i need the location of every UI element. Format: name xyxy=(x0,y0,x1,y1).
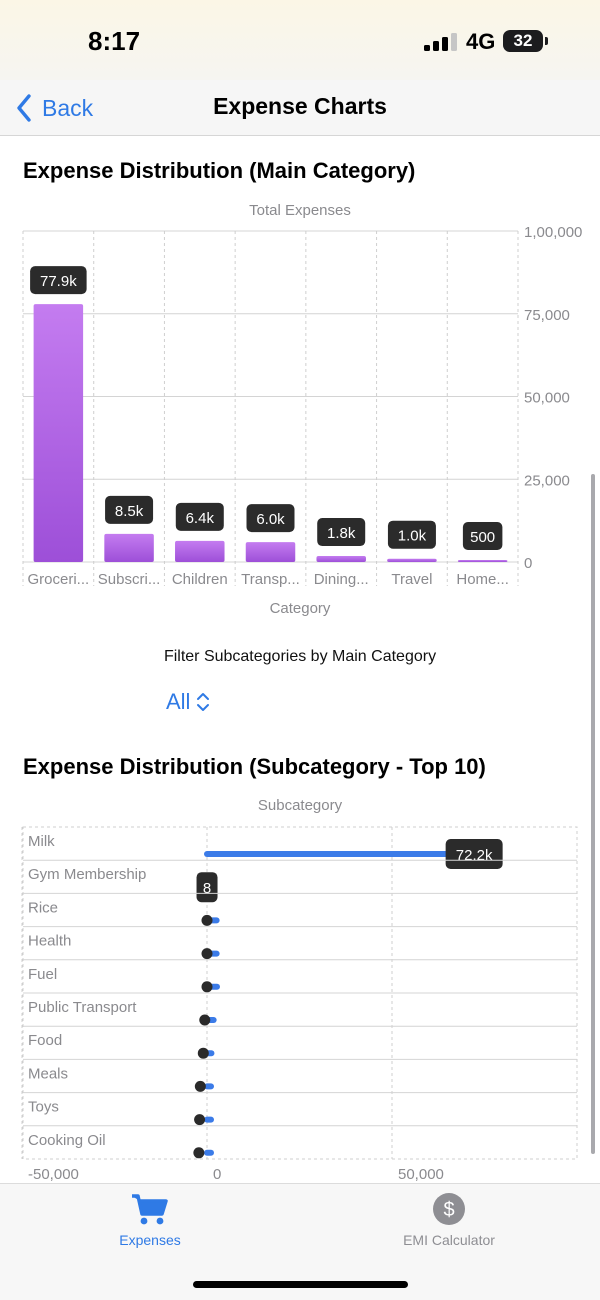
x-tick-label: 0 xyxy=(213,1166,221,1182)
page-title: Expense Charts xyxy=(213,93,387,119)
tab-expenses[interactable]: Expenses xyxy=(70,1192,230,1248)
x-tick-label: Subscri... xyxy=(98,571,161,588)
tab-bar: Expenses $ EMI Calculator xyxy=(0,1183,600,1300)
y-tick-label: 0 xyxy=(524,555,532,572)
data-label: 1.8k xyxy=(327,525,356,542)
chevron-left-icon xyxy=(17,94,31,122)
category-label: Cooking Oil xyxy=(28,1132,106,1149)
y-tick-label: 1,00,000 xyxy=(524,224,582,241)
data-point xyxy=(201,981,213,993)
x-tick-label: -50,000 xyxy=(28,1166,79,1182)
filter-label: Filter Subcategories by Main Category xyxy=(163,648,437,665)
battery-tip xyxy=(545,37,548,45)
category-label: Rice xyxy=(28,899,58,916)
x-tick-label: Travel xyxy=(391,571,432,588)
data-label: 6.4k xyxy=(186,510,215,527)
bar xyxy=(175,540,225,562)
bar xyxy=(104,533,154,562)
svg-text:$: $ xyxy=(443,1199,454,1221)
data-label: 72.2k xyxy=(456,847,493,864)
category-label: Health xyxy=(28,933,71,950)
y-tick-label: 50,000 xyxy=(524,390,570,407)
data-point xyxy=(199,1014,211,1026)
category-label: Meals xyxy=(28,1065,68,1082)
status-bar: 8:17 4G 32 xyxy=(0,0,600,80)
filter-selected-value: All xyxy=(166,689,191,714)
scroll-indicator[interactable] xyxy=(591,474,595,1154)
category-label: Milk xyxy=(28,833,55,850)
data-label: 500 xyxy=(470,529,495,546)
subcategory-chart-title: Expense Distribution (Subcategory - Top … xyxy=(23,754,486,779)
category-label: Food xyxy=(28,1032,62,1049)
cart-icon xyxy=(132,1194,168,1225)
back-button[interactable]: Back xyxy=(16,90,93,126)
tab-emi-calculator-label: EMI Calculator xyxy=(403,1232,495,1248)
category-filter-picker[interactable]: All xyxy=(166,688,210,716)
y-tick-label: 25,000 xyxy=(524,472,570,489)
data-point xyxy=(201,914,213,926)
data-label-bg xyxy=(246,504,295,533)
network-type: 4G xyxy=(466,29,496,54)
category-label: Fuel xyxy=(28,966,57,983)
category-label: Public Transport xyxy=(28,999,137,1016)
navigation-bar: Expense Charts Back xyxy=(0,80,600,136)
data-point xyxy=(194,1080,206,1092)
chevron-up-down-icon xyxy=(197,693,210,711)
data-label-bg xyxy=(175,502,224,531)
data-label: 8 xyxy=(203,880,211,897)
bar xyxy=(457,560,508,562)
data-label: 6.0k xyxy=(256,511,285,528)
home-indicator xyxy=(193,1281,408,1288)
x-tick-label: Children xyxy=(172,571,228,588)
tab-expenses-label: Expenses xyxy=(119,1232,181,1248)
y-tick-label: 75,000 xyxy=(524,307,570,324)
main-category-bar-chart: 0 25,000 50,000 75,000 1,00,000 77.9k Groceri.… xyxy=(22,224,582,588)
tab-emi-calculator[interactable]: $ EMI Calculator xyxy=(369,1192,529,1248)
x-tick-label: Groceri... xyxy=(28,571,90,588)
data-point xyxy=(193,1147,205,1159)
data-label-bg xyxy=(445,839,503,869)
data-point xyxy=(197,1047,209,1059)
data-label-bg xyxy=(196,872,218,903)
main-chart-caption: Total Expenses xyxy=(249,202,351,219)
x-tick-label: Transp... xyxy=(241,571,300,588)
signal-icon xyxy=(424,33,457,51)
bar xyxy=(33,304,84,562)
x-tick-label: Home... xyxy=(456,571,509,588)
main-category-chart-title: Expense Distribution (Main Category) xyxy=(23,158,416,183)
data-label-bg xyxy=(387,520,436,549)
data-label-bg xyxy=(462,522,503,550)
x-tick-label: 50,000 xyxy=(398,1166,444,1182)
category-label: Toys xyxy=(28,1099,59,1116)
sub-chart-caption: Subcategory xyxy=(257,797,343,814)
main-chart-xlabel: Category xyxy=(269,600,331,617)
back-label: Back xyxy=(42,94,94,121)
data-label: 77.9k xyxy=(40,273,77,290)
data-label-bg xyxy=(317,518,366,547)
status-time: 8:17 xyxy=(88,26,141,56)
dollar-circle-icon: $ xyxy=(433,1193,465,1225)
data-label-bg xyxy=(105,495,154,524)
battery-icon: 32 xyxy=(503,30,543,52)
bar xyxy=(387,558,437,562)
x-tick-label: Dining... xyxy=(314,571,369,588)
category-label: Gym Membership xyxy=(28,866,146,883)
data-label: 8.5k xyxy=(115,503,144,520)
data-point xyxy=(201,948,213,960)
data-label-bg xyxy=(30,266,87,295)
bar xyxy=(316,556,366,562)
data-label: 1.0k xyxy=(398,528,427,545)
bar xyxy=(245,542,296,562)
data-point xyxy=(194,1114,206,1126)
subcategory-bar-chart: -50,000 0 50,000 Milk 72.2k Gym Membership 8 Ri… xyxy=(21,826,578,1182)
